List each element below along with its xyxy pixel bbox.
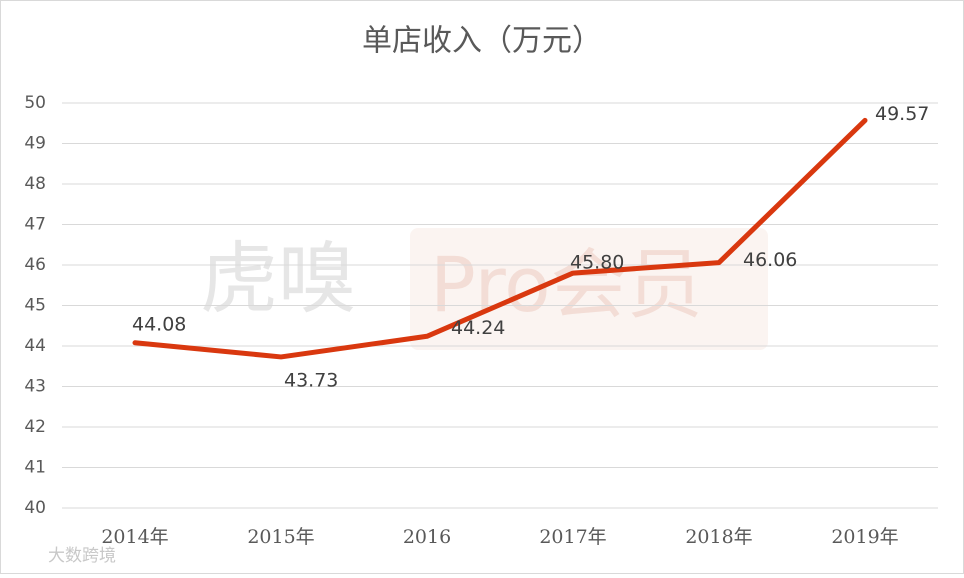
y-tick-label: 46 bbox=[24, 255, 46, 275]
y-tick-label: 47 bbox=[24, 215, 46, 235]
watermark: 虎嗅 bbox=[200, 235, 356, 325]
watermark: 大数跨境 bbox=[48, 546, 116, 566]
x-tick-label: 2016 bbox=[403, 526, 451, 548]
chart-title: 单店收入（万元） bbox=[362, 24, 602, 59]
y-tick-label: 45 bbox=[24, 296, 46, 316]
y-tick-label: 44 bbox=[24, 336, 46, 356]
y-tick-label: 41 bbox=[24, 458, 46, 478]
data-label: 44.08 bbox=[132, 313, 186, 335]
data-label: 49.57 bbox=[875, 103, 929, 125]
y-tick-label: 49 bbox=[24, 134, 46, 154]
x-tick-label: 2015年 bbox=[247, 526, 314, 548]
y-tick-label: 42 bbox=[24, 417, 46, 437]
data-label: 45.80 bbox=[570, 252, 624, 274]
data-label: 46.06 bbox=[743, 249, 797, 271]
data-label: 43.73 bbox=[284, 369, 338, 391]
x-tick-label: 2014年 bbox=[101, 526, 168, 548]
y-tick-label: 40 bbox=[24, 498, 46, 518]
x-tick-label: 2018年 bbox=[685, 526, 752, 548]
y-tick-label: 50 bbox=[24, 93, 46, 113]
x-tick-label: 2017年 bbox=[539, 526, 606, 548]
data-label: 44.24 bbox=[451, 317, 505, 339]
watermark-box bbox=[410, 228, 768, 350]
y-tick-label: 43 bbox=[24, 377, 46, 397]
y-tick-label: 48 bbox=[24, 174, 46, 194]
line bbox=[132, 117, 868, 360]
x-tick-label: 2019年 bbox=[831, 526, 898, 548]
